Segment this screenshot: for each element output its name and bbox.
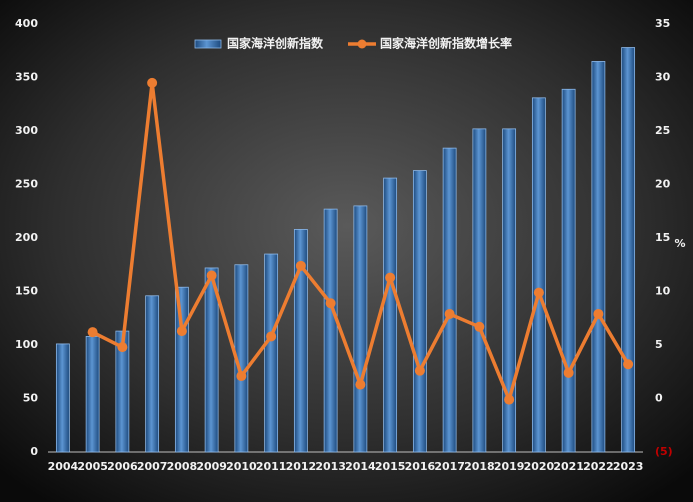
line-point — [206, 270, 217, 281]
bar — [204, 267, 219, 453]
bar — [55, 343, 70, 453]
legend-label: 国家海洋创新指数 — [227, 36, 324, 51]
line-point — [533, 287, 544, 298]
bar — [115, 330, 130, 453]
x-tick-label: 2006 — [107, 460, 138, 473]
y-tick-label: 250 — [15, 178, 38, 191]
line-point — [563, 367, 574, 378]
y-tick-label: 350 — [15, 71, 38, 84]
legend-swatch — [194, 39, 222, 49]
bar — [591, 61, 606, 453]
bar — [531, 97, 546, 453]
x-tick-label: 2016 — [405, 460, 436, 473]
bar — [472, 128, 487, 453]
x-tick-label: 2009 — [196, 460, 227, 473]
bar — [323, 208, 338, 453]
legend-label: 国家海洋创新指数增长率 — [380, 36, 512, 51]
x-tick-label: 2004 — [48, 460, 79, 473]
x-tick-label: 2021 — [553, 460, 584, 473]
y2-tick-label: 15 — [655, 231, 670, 244]
y-tick-label: 100 — [15, 338, 38, 351]
y2-tick-label: 10 — [655, 285, 671, 298]
line-point — [385, 272, 396, 283]
bar — [383, 177, 398, 453]
bar — [412, 170, 427, 453]
x-tick-label: 2013 — [315, 460, 346, 473]
x-tick-label: 2020 — [524, 460, 555, 473]
y2-tick-label: 20 — [655, 178, 671, 191]
bar — [174, 286, 189, 453]
bar — [293, 229, 308, 453]
x-tick-label: 2007 — [137, 460, 168, 473]
bar — [561, 88, 576, 453]
line-point — [414, 365, 425, 376]
y2-tick-label: 35 — [655, 17, 670, 30]
line-point — [117, 342, 128, 353]
x-tick-label: 2008 — [167, 460, 198, 473]
x-tick-label: 2010 — [226, 460, 257, 473]
y-tick-label: 400 — [15, 17, 38, 30]
line-point — [623, 359, 634, 370]
y-tick-label: 200 — [15, 231, 38, 244]
line-point — [474, 321, 485, 332]
x-tick-label: 2023 — [613, 460, 644, 473]
y2-tick-label: 0 — [655, 392, 663, 405]
x-tick-label: 2014 — [345, 460, 376, 473]
x-tick-label: 2022 — [583, 460, 614, 473]
y-tick-label: 0 — [30, 445, 38, 458]
line-point — [504, 394, 515, 405]
x-tick-label: 2019 — [494, 460, 525, 473]
y2-tick-label: (5) — [655, 445, 673, 458]
x-tick-label: 2012 — [286, 460, 317, 473]
line-point — [147, 77, 158, 88]
y2-tick-label: 5 — [655, 338, 663, 351]
bar — [353, 205, 368, 453]
bar — [264, 253, 279, 453]
bar — [85, 336, 100, 453]
x-tick-label: 2005 — [77, 460, 108, 473]
x-tick-label: 2011 — [256, 460, 287, 473]
y2-axis-label: % — [674, 237, 685, 250]
x-tick-label: 2017 — [434, 460, 465, 473]
line-point — [87, 327, 98, 338]
legend-swatch — [357, 39, 367, 49]
line-point — [325, 298, 336, 309]
bar — [502, 128, 517, 453]
y-tick-label: 50 — [23, 392, 39, 405]
y2-tick-label: 25 — [655, 124, 670, 137]
line-point — [593, 308, 604, 319]
bar — [145, 295, 160, 453]
line-point — [444, 308, 455, 319]
y-tick-label: 150 — [15, 285, 38, 298]
line-point — [236, 371, 247, 382]
y2-tick-label: 30 — [655, 71, 671, 84]
line-point — [355, 379, 366, 390]
bar — [621, 47, 636, 453]
x-tick-label: 2018 — [464, 460, 495, 473]
line-point — [295, 260, 306, 271]
bar — [442, 147, 457, 453]
y-tick-label: 300 — [15, 124, 38, 137]
line-point — [266, 331, 277, 342]
x-tick-label: 2015 — [375, 460, 406, 473]
line-point — [176, 326, 187, 337]
